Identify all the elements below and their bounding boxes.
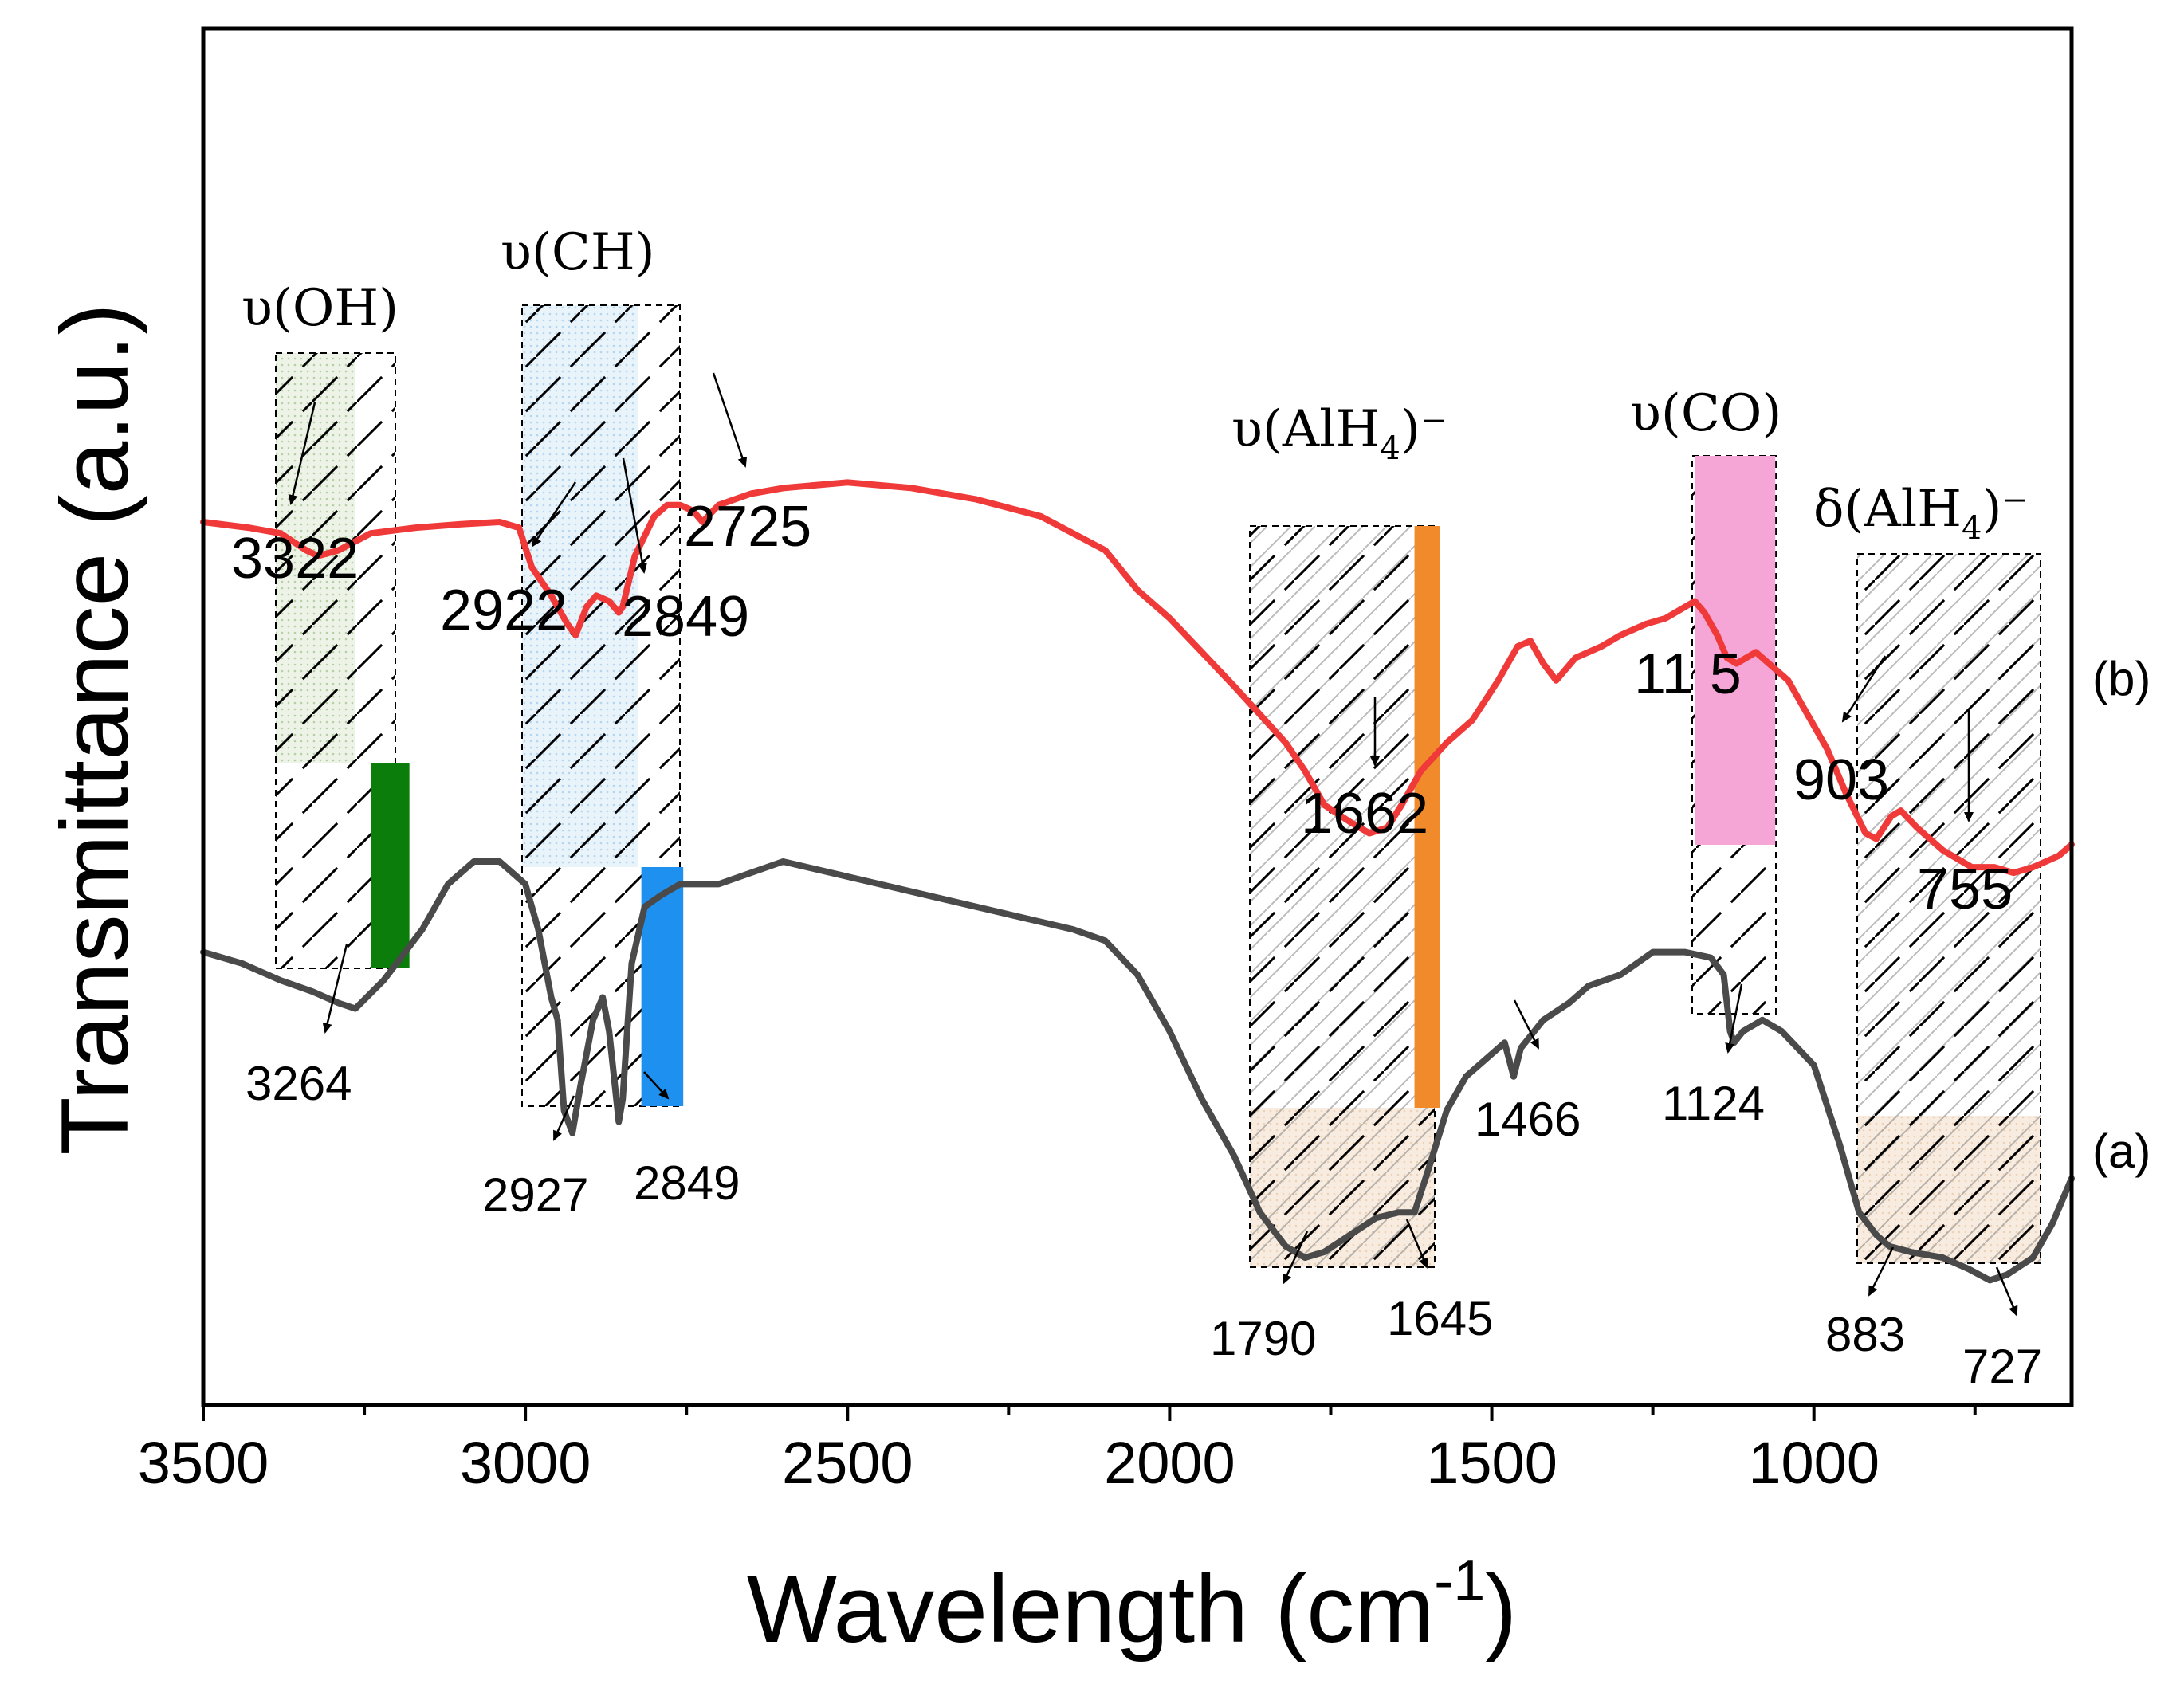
arrow-b-2922 [531,481,577,548]
x-axis-title: Wavelength (cm-1) [747,1549,1518,1662]
series-label-b: (b) [2092,652,2151,705]
arrow-a-1466 [1513,999,1540,1050]
band-label-dalh4-sub: 4 [1962,510,1982,547]
peak-a-883: 883 [1825,1308,1905,1361]
peak-b-2849: 2849 [622,585,749,649]
peak-b-755: 755 [1917,858,2013,921]
x-axis-ticks: 3500 3000 2500 2000 1500 1000 [138,1405,1977,1496]
alh4-bar [1414,526,1440,1108]
x-tick-label: 2000 [1104,1430,1235,1496]
series-lines [200,479,2075,1284]
series-line-a [200,858,2075,1284]
peak-annotations: 3322 2922 2849 2725 1662 11 5 903 755 32… [231,372,2042,1393]
band-label-co: υ(CO) [1630,384,1781,443]
peak-b-903: 903 [1793,748,1889,812]
arrow-a-1645 [1405,1219,1428,1269]
co-bar [1695,456,1776,845]
band-label-alh4: υ(AlH4)⁻ [1231,400,1447,467]
peak-a-1790: 1790 [1210,1312,1316,1365]
arrow-a-2849 [643,1071,670,1100]
peak-a-1124: 1124 [1662,1077,1765,1130]
band-label-dalh4-sup: )⁻ [1982,480,2029,539]
x-tick-label: 1000 [1748,1430,1880,1496]
arrow-a-727 [1995,1266,2018,1317]
x-tick-label: 1500 [1426,1430,1557,1496]
peak-b-1125: 11 5 [1634,642,1742,706]
band-label-dalh4-main: δ(AlH [1813,480,1962,539]
x-axis-title-main: Wavelength (cm [747,1556,1435,1662]
arrow-a-883 [1868,1246,1895,1297]
arrow-a-3264 [322,944,348,1034]
peak-a-2849: 2849 [634,1156,740,1210]
peak-b-2725: 2725 [684,495,811,559]
x-tick-label: 3500 [138,1430,269,1496]
band-label-ch: υ(CH) [501,223,655,282]
arrow-b-903 [1841,655,1887,723]
peak-b-2922: 2922 [440,579,568,642]
band-labels: υ(OH) υ(CH) υ(AlH4)⁻ υ(CO) δ(AlH4)⁻ [242,223,2029,547]
oh-bar [371,763,410,968]
alh4-region [1249,525,1436,1268]
peak-a-2927: 2927 [482,1168,588,1222]
band-label-alh4-sub: 4 [1380,430,1400,467]
band-label-alh4-main: υ(AlH [1231,400,1380,459]
arrow-b-2725 [712,372,748,468]
peak-b-3322: 3322 [231,527,359,591]
peak-a-3264: 3264 [246,1057,352,1110]
plot-frame [201,26,2074,1407]
band-label-dalh4: δ(AlH4)⁻ [1813,480,2029,547]
band-label-alh4-sup: )⁻ [1400,400,1447,459]
arrow-b-2849 [622,457,647,574]
arrow-a-1790 [1282,1231,1309,1285]
x-axis-title-close: ) [1485,1556,1517,1662]
peak-b-1662: 1662 [1301,782,1428,846]
x-tick-label: 2500 [782,1430,913,1496]
peak-a-727: 727 [1962,1340,2042,1393]
series-line-b [200,479,2075,877]
x-tick-label: 3000 [460,1430,591,1496]
arrow-b-3322 [288,402,316,505]
band-label-oh: υ(OH) [242,279,399,338]
peak-a-1466: 1466 [1475,1093,1581,1146]
dalh4-region [1856,553,2041,1264]
arrow-a-1124 [1725,983,1743,1054]
x-axis-title-sup: -1 [1434,1549,1485,1613]
peak-a-1645: 1645 [1387,1292,1493,1345]
series-label-a: (a) [2092,1125,2151,1178]
band-regions [275,304,2041,1268]
arrow-a-2927 [552,1095,575,1141]
y-axis-title: Transmittance (a.u.) [41,303,148,1155]
